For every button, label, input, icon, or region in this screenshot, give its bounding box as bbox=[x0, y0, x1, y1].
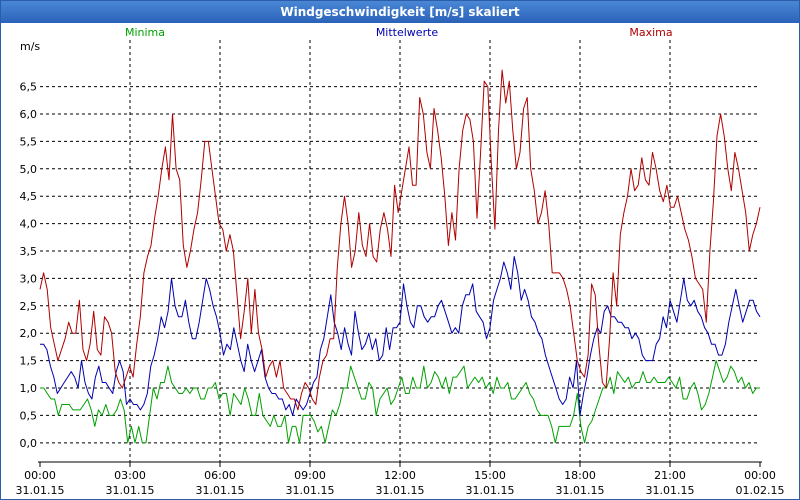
x-tick-date: 01.02.15 bbox=[736, 484, 785, 497]
series-line-minima bbox=[40, 360, 760, 444]
x-tick-time: 18:00 bbox=[564, 469, 596, 482]
x-tick-labels: 00:00 31.01.15 03:00 31.01.15 06:00 31.01.15 0… bbox=[16, 462, 785, 497]
series-line-mittelwerte bbox=[40, 256, 761, 416]
x-tick-date: 31.01.15 bbox=[556, 484, 605, 497]
chart-title: Windgeschwindigkeit [m/s] skaliert bbox=[1, 1, 799, 23]
x-tick-time: 21:00 bbox=[654, 469, 686, 482]
y-tick-label: 1,5 bbox=[20, 355, 38, 368]
x-tick-time: 15:00 bbox=[474, 469, 506, 482]
x-tick-date: 31.01.15 bbox=[466, 484, 515, 497]
legend-minima: Minima bbox=[125, 26, 165, 39]
y-tick-label: 5,5 bbox=[20, 135, 38, 148]
x-tick-date: 31.01.15 bbox=[16, 484, 65, 497]
x-tick-time: 00:00 bbox=[24, 469, 56, 482]
y-tick-label: 5,0 bbox=[20, 163, 38, 176]
y-tick-label: 2,0 bbox=[20, 327, 38, 340]
legend-mittelwerte: Mittelwerte bbox=[376, 26, 439, 39]
y-tick-label: 4,0 bbox=[20, 218, 38, 231]
y-tick-label: 3,0 bbox=[20, 272, 38, 285]
x-tick-date: 31.01.15 bbox=[376, 484, 425, 497]
y-tick-label: 0,5 bbox=[20, 409, 38, 422]
x-tick-time: 06:00 bbox=[204, 469, 236, 482]
y-tick-label: 1,0 bbox=[20, 382, 38, 395]
series-line-maxima bbox=[39, 69, 761, 411]
x-tick-time: 00:00 bbox=[744, 469, 776, 482]
y-tick-label: 3,5 bbox=[20, 245, 38, 258]
x-tick-time: 12:00 bbox=[384, 469, 416, 482]
vertical-gridlines bbox=[129, 40, 671, 462]
y-tick-label: 6,5 bbox=[20, 81, 38, 94]
x-tick-date: 31.01.15 bbox=[196, 484, 245, 497]
y-tick-label: 4,5 bbox=[20, 190, 38, 203]
y-tick-label: 2,5 bbox=[20, 300, 38, 313]
y-tick-label: 6,0 bbox=[20, 108, 38, 121]
y-tick-labels: 0,0 0,5 1,0 1,5 2,0 2,5 3,0 3,5 4,0 4,5 5,0 5,5 6,0 6… bbox=[20, 81, 38, 450]
x-tick-time: 09:00 bbox=[294, 469, 326, 482]
legend-maxima: Maxima bbox=[629, 26, 672, 39]
x-tick-time: 03:00 bbox=[114, 469, 146, 482]
series-lines bbox=[39, 69, 761, 444]
x-tick-date: 31.01.15 bbox=[106, 484, 155, 497]
y-tick-label: 0,0 bbox=[20, 437, 38, 450]
x-tick-date: 31.01.15 bbox=[286, 484, 335, 497]
y-axis-label: m/s bbox=[20, 40, 40, 53]
x-tick-date: 31.01.15 bbox=[646, 484, 695, 497]
